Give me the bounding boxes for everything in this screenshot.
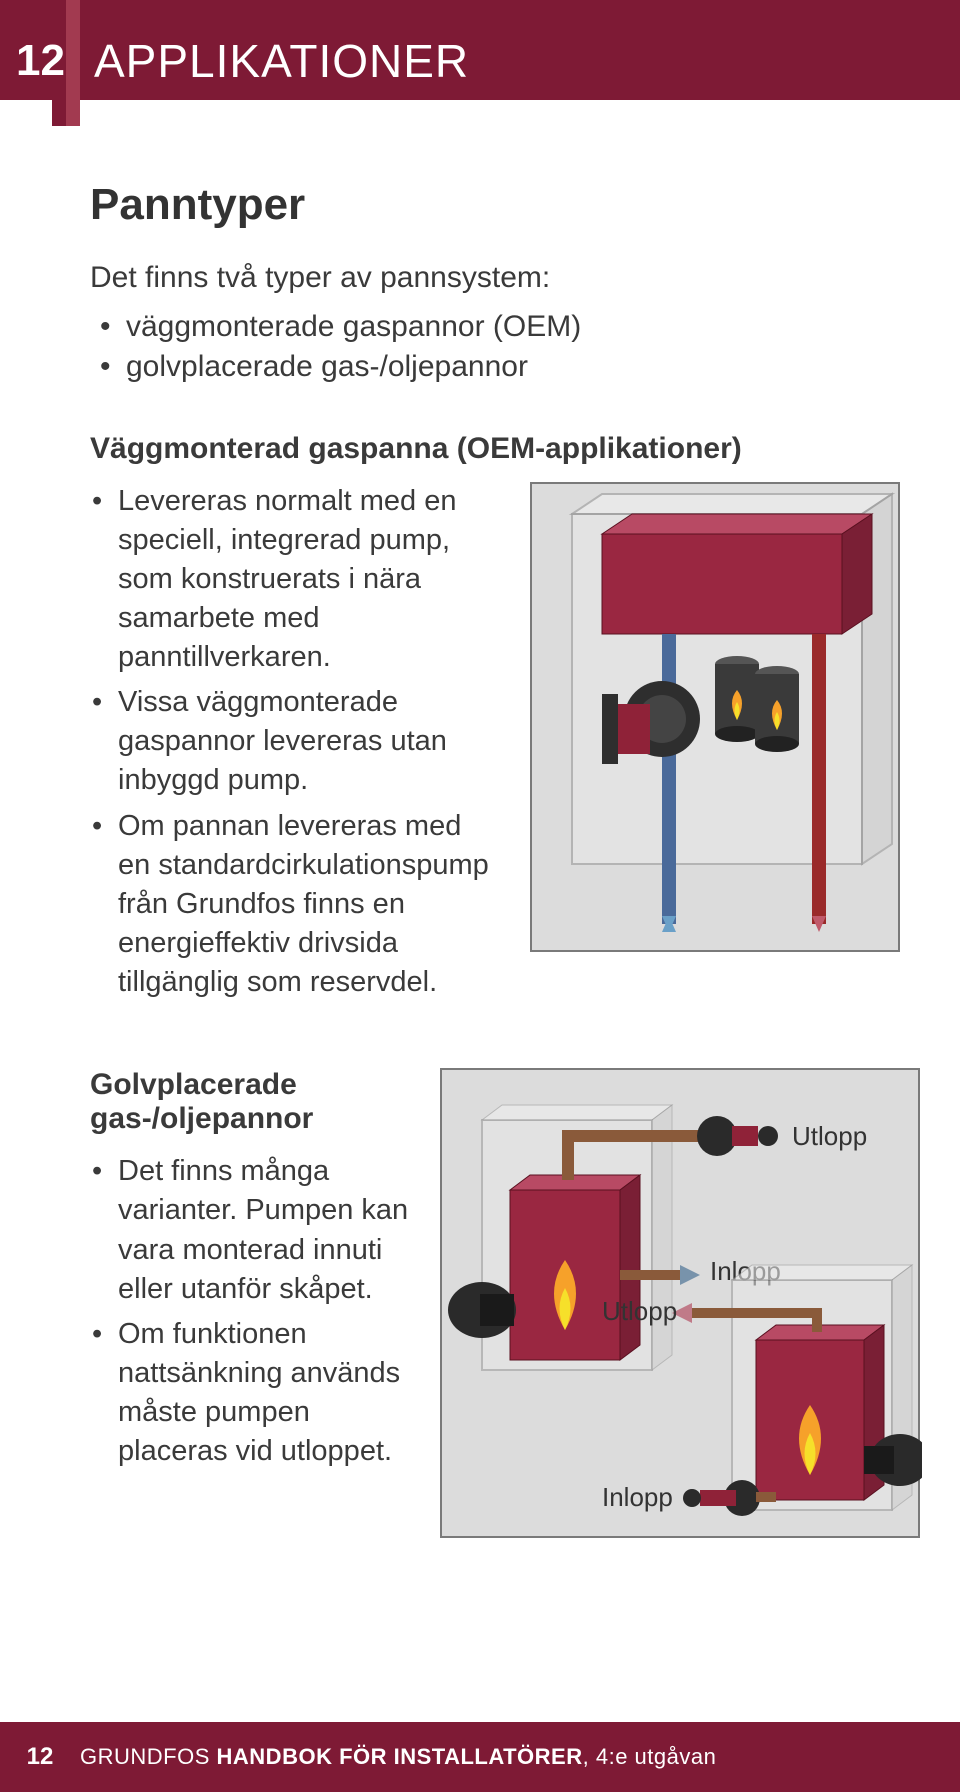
list-item: Det finns många varianter. Pumpen kan va…	[90, 1152, 410, 1309]
block2-heading: Golvplacerade gas-/oljepannor	[90, 1068, 410, 1136]
intro-bullet: golvplacerade gas-/oljepannor	[90, 347, 900, 388]
list-item: Levereras normalt med en speciell, integ…	[90, 482, 500, 678]
header-title: APPLIKATIONER	[94, 34, 469, 88]
block1-list: Levereras normalt med en speciell, integ…	[90, 482, 500, 1003]
label-inlopp: Inlopp	[602, 1482, 673, 1512]
page-content: Panntyper Det finns två typer av pannsys…	[90, 180, 900, 1538]
block1-text: Levereras normalt med en speciell, integ…	[90, 482, 500, 1009]
block1-figure	[530, 482, 900, 952]
footer-edition: , 4:e utgåvan	[583, 1744, 717, 1769]
list-item: Om pannan levereras med en standardcirku…	[90, 807, 500, 1003]
list-item: Vissa väggmonterade gaspannor levereras …	[90, 683, 500, 800]
section-title: Panntyper	[90, 180, 900, 230]
label-utlopp: Utlopp	[602, 1296, 677, 1326]
intro-bullet: väggmonterade gaspannor (OEM)	[90, 307, 900, 348]
footer-brand: GRUNDFOS	[80, 1744, 210, 1769]
header-accent	[66, 0, 80, 126]
footer-text: GRUNDFOS HANDBOK FÖR INSTALLATÖRER, 4:e …	[80, 1744, 716, 1770]
block2-figure: Utlopp Inlopp	[440, 1068, 920, 1538]
footer-page-number: 12	[0, 1743, 80, 1771]
block2-row: Golvplacerade gas-/oljepannor Det finns …	[90, 1068, 900, 1538]
label-utlopp: Utlopp	[792, 1121, 867, 1151]
list-item: Om funktionen nattsänkning används måste…	[90, 1315, 410, 1472]
block2-text: Golvplacerade gas-/oljepannor Det finns …	[90, 1068, 410, 1477]
page-number-top: 12	[16, 36, 65, 86]
block2-list: Det finns många varianter. Pumpen kan va…	[90, 1152, 410, 1471]
footer-band: 12 GRUNDFOS HANDBOK FÖR INSTALLATÖRER, 4…	[0, 1722, 960, 1792]
block1-heading: Väggmonterad gaspanna (OEM-applikationer…	[90, 432, 900, 466]
wall-boiler-diagram	[532, 484, 902, 954]
footer-title: HANDBOK FÖR INSTALLATÖRER	[217, 1744, 583, 1769]
floor-boiler-diagram: Utlopp Inlopp	[442, 1070, 922, 1540]
block1-row: Levereras normalt med en speciell, integ…	[90, 482, 900, 1009]
intro-text: Det finns två typer av pannsystem:	[90, 258, 900, 299]
